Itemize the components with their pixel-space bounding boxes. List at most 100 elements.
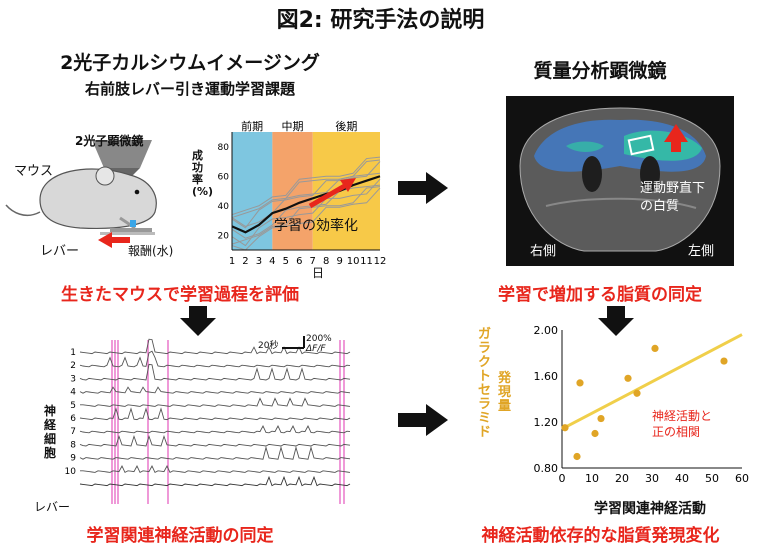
scatter-x-tick-10: 10 <box>585 472 599 485</box>
up-arrow-icon <box>664 124 688 152</box>
scatter-y-tick-1.60: 1.60 <box>534 370 559 383</box>
y-tick-40: 40 <box>218 202 230 212</box>
mouse-label: マウス <box>14 164 54 179</box>
neuron-traces <box>79 338 351 487</box>
phase-label-1: 前期 <box>241 119 263 133</box>
trace-4 <box>231 159 381 219</box>
neuron-id-labels: 1 2 3 4 5 6 7 8 9 10 <box>65 348 77 477</box>
x-tick-7: 7 <box>310 256 316 267</box>
scale-bar <box>282 336 305 349</box>
left-side-label: 左側 <box>688 244 715 259</box>
microscope-label: 2光子顕微鏡 <box>75 134 144 148</box>
x-tick-8: 8 <box>323 256 329 267</box>
neuron-trace-10 <box>80 464 351 474</box>
region-label-line1: 運動野直下 <box>640 181 706 196</box>
scatter-annotation: 神経活動と 正の相関 <box>652 408 712 440</box>
x-tick-6: 6 <box>296 256 302 267</box>
scatter-point-3 <box>576 379 584 387</box>
scatter-point-4 <box>591 429 599 438</box>
scale-amp: 200% <box>306 334 332 344</box>
neuron-axis-label: 神経細胞 <box>44 404 57 460</box>
trace-5 <box>231 187 381 251</box>
scatter-annotation-line2: 正の相関 <box>652 425 701 439</box>
right-arrow-top-icon <box>398 172 448 204</box>
scatter-y-tick-2.00: 2.00 <box>534 324 559 337</box>
lever-icon <box>100 220 155 235</box>
scatter-x-tick-30: 30 <box>645 472 659 485</box>
learning-y-label: 成功率 (%) <box>192 149 214 198</box>
scale-time: 20秒 <box>258 341 279 351</box>
trace-6 <box>231 172 381 227</box>
figure-title: 図2: 研究手法の説明 <box>276 8 485 33</box>
neuron-id-5: 5 <box>70 401 76 411</box>
trace-3 <box>231 184 381 239</box>
scatter-x-ticks: 0 10 20 30 40 50 60 <box>559 472 750 485</box>
down-arrow-right-icon <box>598 306 634 336</box>
neuron-trace-6 <box>79 407 351 421</box>
scatter-point-9 <box>720 357 728 365</box>
learning-axes <box>231 132 380 251</box>
region-label: 運動野直下 の白質 <box>640 180 705 216</box>
efficiency-arrow-icon <box>308 178 356 209</box>
neuron-id-3: 3 <box>70 374 76 384</box>
neuron-id-7: 7 <box>70 427 76 437</box>
right-conclusion-bottom: 神経活動依存的な脂質発現変化 <box>481 526 720 546</box>
right-arrow-bottom-icon <box>398 404 448 436</box>
learning-annotation: 学習の効率化 <box>274 218 358 234</box>
neuron-id-4: 4 <box>70 388 76 398</box>
scatter-annotation-line1: 神経活動と <box>652 409 713 423</box>
y-tick-60: 60 <box>218 172 230 182</box>
scatter-y-label-line1: ガラクトセラミド <box>478 327 492 440</box>
x-tick-3: 3 <box>256 256 262 267</box>
roi-box <box>627 134 655 156</box>
scatter-x-tick-40: 40 <box>675 472 689 485</box>
x-tick-2: 2 <box>242 256 248 267</box>
neuron-trace-4 <box>79 386 351 394</box>
lipid-scatter-chart: 0 10 20 30 40 50 60 2.00 1.60 1.20 0.80 <box>534 324 750 485</box>
learning-x-label: 日 <box>312 266 325 280</box>
lever-trace <box>79 475 351 487</box>
scatter-x-tick-20: 20 <box>615 472 629 485</box>
neuron-id-1: 1 <box>70 348 76 358</box>
neuron-trace-1 <box>79 338 351 355</box>
x-tick-10: 10 <box>347 256 360 267</box>
down-arrow-left-icon <box>180 306 216 336</box>
phase-labels: 前期 中期 後期 <box>241 119 357 133</box>
mass-spec-heading: 質量分析顕微鏡 <box>533 60 667 82</box>
right-side-label: 右側 <box>530 244 557 259</box>
x-tick-9: 9 <box>336 256 342 267</box>
trend-line <box>561 333 743 431</box>
trace-2 <box>231 161 381 229</box>
y-tick-80: 80 <box>218 143 230 153</box>
neuron-id-9: 9 <box>70 454 76 464</box>
reward-label: 報酬(水) <box>128 244 174 258</box>
scatter-points <box>561 344 728 461</box>
lever-label: レバー <box>40 244 80 259</box>
neuron-id-2: 2 <box>70 361 76 371</box>
scatter-x-tick-50: 50 <box>705 472 719 485</box>
scatter-y-label-line2: 発現量 <box>498 371 512 414</box>
neuron-trace-5 <box>80 397 351 407</box>
phase-label-2: 中期 <box>282 120 304 133</box>
neuron-trace-3 <box>79 363 351 381</box>
scatter-x-tick-0: 0 <box>559 472 566 485</box>
scatter-point-5 <box>597 414 605 423</box>
y-tick-20: 20 <box>218 231 230 241</box>
neuron-id-10: 10 <box>65 467 77 477</box>
left-conclusion-top: 生きたマウスで学習過程を評価 <box>61 285 299 305</box>
scatter-point-8 <box>651 344 659 352</box>
x-tick-labels: 1 2 3 4 5 6 7 8 9 10 11 12 <box>229 256 387 267</box>
phase-label-3: 後期 <box>335 119 357 133</box>
mass-spec-brain-image <box>506 96 734 266</box>
x-tick-1: 1 <box>229 256 235 267</box>
neuron-trace-7 <box>79 424 351 434</box>
neuron-trace-9 <box>79 445 351 460</box>
individual-traces <box>231 156 381 251</box>
lever-row-label: レバー <box>34 500 71 514</box>
scatter-y-tick-0.80: 0.80 <box>534 462 559 475</box>
scatter-x-label: 学習関連神経活動 <box>594 501 706 517</box>
region-label-line2: の白質 <box>640 199 680 214</box>
mouse-icon <box>5 166 157 230</box>
left-conclusion-bottom: 学習関連神経活動の同定 <box>86 526 274 546</box>
